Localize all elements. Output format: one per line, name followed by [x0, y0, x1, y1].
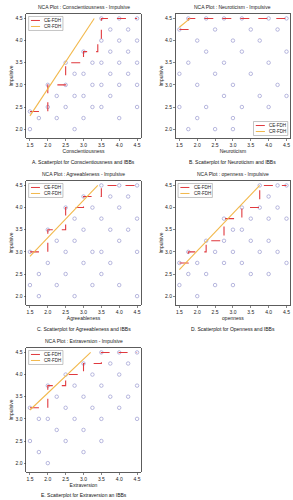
svg-text:4.0: 4.0 — [116, 309, 123, 315]
svg-text:2.5: 2.5 — [16, 271, 23, 277]
svg-text:4.0: 4.0 — [116, 142, 123, 148]
svg-text:4.0: 4.0 — [165, 37, 172, 43]
svg-text:2.5: 2.5 — [16, 438, 23, 444]
svg-text:CR-FDH: CR-FDH — [44, 24, 61, 29]
svg-text:D. Scatterplot for Openness an: D. Scatterplot for Openness and IBBs — [191, 326, 275, 332]
svg-text:Impulsive: Impulsive — [8, 65, 14, 86]
svg-text:2.5: 2.5 — [212, 309, 219, 315]
svg-text:2.5: 2.5 — [165, 271, 172, 277]
svg-text:3.5: 3.5 — [16, 393, 23, 399]
svg-text:4.5: 4.5 — [165, 182, 172, 188]
svg-text:NCA Plot : Extraversion - Impu: NCA Plot : Extraversion - Impulsive — [45, 338, 123, 344]
svg-text:1.5: 1.5 — [176, 142, 183, 148]
svg-text:CE-FDH: CE-FDH — [194, 185, 211, 190]
svg-text:3.5: 3.5 — [98, 476, 105, 482]
svg-text:4.0: 4.0 — [165, 204, 172, 210]
svg-text:1.5: 1.5 — [26, 142, 33, 148]
svg-text:CE-FDH: CE-FDH — [44, 185, 61, 190]
svg-text:Agreeableness: Agreeableness — [67, 315, 101, 321]
svg-text:3.5: 3.5 — [98, 309, 105, 315]
svg-text:Impulsive: Impulsive — [158, 232, 164, 253]
svg-text:3.0: 3.0 — [16, 249, 23, 255]
svg-text:C. Scatterplot for Agreeablene: C. Scatterplot for Agreeableness and IBB… — [37, 326, 131, 332]
svg-text:3.0: 3.0 — [165, 249, 172, 255]
svg-text:NCA Plot : Agreeableness - Imp: NCA Plot : Agreeableness - Impulsive — [42, 171, 125, 177]
svg-text:3.0: 3.0 — [16, 416, 23, 422]
svg-text:A. Scatterplot for Conscientio: A. Scatterplot for Conscientiousness and… — [32, 159, 135, 165]
svg-text:4.5: 4.5 — [165, 15, 172, 21]
svg-text:3.5: 3.5 — [247, 309, 254, 315]
svg-text:CR-FDH: CR-FDH — [269, 129, 286, 134]
svg-text:Impulsive: Impulsive — [8, 232, 14, 253]
svg-text:4.5: 4.5 — [134, 309, 141, 315]
svg-text:2.0: 2.0 — [16, 460, 23, 466]
svg-text:1.5: 1.5 — [176, 309, 183, 315]
svg-text:NCA Plot : Neuroticism - Impul: NCA Plot : Neuroticism - Impulsive — [194, 4, 271, 10]
svg-text:2.0: 2.0 — [194, 142, 201, 148]
svg-text:CE-FDH: CE-FDH — [44, 352, 61, 357]
svg-text:4.0: 4.0 — [265, 309, 272, 315]
svg-text:4.5: 4.5 — [134, 142, 141, 148]
svg-text:openness: openness — [222, 315, 244, 321]
svg-text:Neuroticism: Neuroticism — [220, 148, 246, 154]
svg-text:2.0: 2.0 — [44, 309, 51, 315]
svg-text:CE-FDH: CE-FDH — [44, 18, 61, 23]
svg-text:3.5: 3.5 — [16, 59, 23, 65]
svg-text:4.5: 4.5 — [16, 15, 23, 21]
svg-text:3.0: 3.0 — [16, 82, 23, 88]
svg-text:3.0: 3.0 — [229, 142, 236, 148]
svg-text:4.5: 4.5 — [16, 349, 23, 355]
svg-text:CR-FDH: CR-FDH — [44, 191, 61, 196]
svg-text:CR-FDH: CR-FDH — [194, 191, 211, 196]
svg-text:2.0: 2.0 — [165, 293, 172, 299]
svg-text:2.0: 2.0 — [44, 142, 51, 148]
svg-text:4.5: 4.5 — [283, 142, 290, 148]
svg-text:2.0: 2.0 — [16, 293, 23, 299]
svg-text:2.5: 2.5 — [62, 476, 69, 482]
svg-text:1.5: 1.5 — [26, 309, 33, 315]
svg-text:2.0: 2.0 — [44, 476, 51, 482]
svg-text:2.0: 2.0 — [165, 126, 172, 132]
svg-text:3.5: 3.5 — [165, 59, 172, 65]
svg-text:NCA Plot : openness - Impulsiv: NCA Plot : openness - Impulsive — [197, 171, 269, 177]
svg-text:E. Scatterplot for Extraversio: E. Scatterplot for Extraversion an IBBs — [41, 492, 127, 498]
svg-text:4.5: 4.5 — [283, 309, 290, 315]
svg-text:3.5: 3.5 — [16, 226, 23, 232]
svg-text:3.0: 3.0 — [80, 142, 87, 148]
svg-text:3.0: 3.0 — [229, 309, 236, 315]
svg-text:B. Scatterplot for Neuroticism: B. Scatterplot for Neuroticism and IBBs — [189, 159, 276, 165]
svg-text:4.0: 4.0 — [116, 476, 123, 482]
svg-text:4.0: 4.0 — [265, 142, 272, 148]
svg-text:CR-FDH: CR-FDH — [44, 358, 61, 363]
svg-text:2.0: 2.0 — [194, 309, 201, 315]
svg-text:Impulsive: Impulsive — [8, 399, 14, 420]
svg-text:2.5: 2.5 — [212, 142, 219, 148]
svg-text:4.0: 4.0 — [16, 371, 23, 377]
svg-text:4.0: 4.0 — [16, 204, 23, 210]
svg-text:Extraversion: Extraversion — [70, 482, 98, 488]
svg-text:3.5: 3.5 — [165, 226, 172, 232]
svg-text:2.5: 2.5 — [165, 104, 172, 110]
svg-text:3.5: 3.5 — [98, 142, 105, 148]
svg-text:2.5: 2.5 — [16, 104, 23, 110]
svg-text:Conscientiousness: Conscientiousness — [63, 148, 105, 154]
svg-text:2.5: 2.5 — [62, 142, 69, 148]
svg-text:3.0: 3.0 — [165, 82, 172, 88]
svg-text:4.0: 4.0 — [16, 37, 23, 43]
svg-text:CE-FDH: CE-FDH — [269, 123, 286, 128]
svg-text:NCA Plot : Conscientiousness -: NCA Plot : Conscientiousness - Impulsive — [38, 4, 130, 10]
svg-text:2.5: 2.5 — [62, 309, 69, 315]
svg-text:4.5: 4.5 — [16, 182, 23, 188]
svg-text:3.5: 3.5 — [247, 142, 254, 148]
svg-text:3.0: 3.0 — [80, 476, 87, 482]
svg-text:1.5: 1.5 — [26, 476, 33, 482]
svg-text:4.5: 4.5 — [134, 476, 141, 482]
svg-text:2.0: 2.0 — [16, 126, 23, 132]
svg-text:3.0: 3.0 — [80, 309, 87, 315]
svg-text:Impulsive: Impulsive — [158, 65, 164, 86]
